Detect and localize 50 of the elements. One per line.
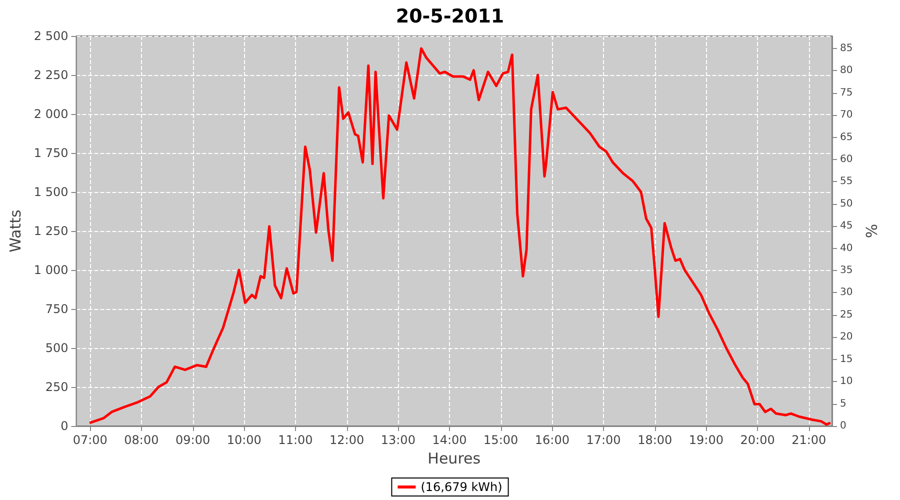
y-tick-label: 2 000 — [34, 107, 68, 121]
y2-tick-label: 10 — [840, 376, 853, 388]
y2-tick-label: 80 — [840, 65, 853, 76]
y-tick-label: 250 — [45, 380, 68, 394]
x-tick-label: 11:00 — [278, 433, 313, 447]
y2-tick-label: 60 — [840, 154, 853, 165]
y2-tick-label: 30 — [840, 287, 853, 298]
x-tick-label: 13:00 — [380, 433, 416, 447]
y2-tick-label: 50 — [840, 198, 853, 210]
x-tick-label: 09:00 — [176, 433, 210, 447]
x-tick-label: 19:00 — [688, 433, 724, 447]
x-axis-title: Heures — [428, 449, 481, 468]
y2-tick-label: 45 — [840, 220, 853, 232]
y2-tick-label: 0 — [840, 420, 846, 432]
x-tick-label: 14:00 — [432, 433, 467, 447]
y2-tick-label: 35 — [840, 265, 853, 276]
y-tick-label: 1 250 — [34, 224, 68, 238]
y2-tick-label: 25 — [840, 309, 853, 320]
y2-axis-title: % — [862, 224, 880, 238]
x-tick-label: 12:00 — [330, 433, 364, 447]
y-tick-label: 0 — [60, 419, 68, 433]
x-tick-label: 21:00 — [792, 433, 826, 447]
x-tick-label: 18:00 — [638, 433, 672, 447]
y2-tick-label: 70 — [840, 110, 853, 121]
y-tick-label: 2 250 — [34, 68, 68, 82]
x-tick-label: 08:00 — [124, 433, 159, 447]
y2-tick-label: 55 — [840, 176, 853, 188]
y2-tick-label: 65 — [840, 132, 853, 143]
x-tick-label: 20:00 — [740, 433, 775, 447]
y-tick-label: 500 — [45, 341, 68, 355]
y2-tick-label: 15 — [840, 354, 853, 365]
y-tick-label: 1 500 — [34, 185, 68, 199]
x-tick-label: 17:00 — [586, 433, 621, 447]
y2-tick-label: 75 — [840, 87, 853, 98]
chart-title: 20-5-2011 — [396, 6, 504, 28]
y2-tick-label: 5 — [840, 398, 846, 410]
x-tick-label: 07:00 — [72, 433, 108, 447]
y-axis-title: Watts — [6, 210, 24, 252]
line-series — [88, 47, 832, 426]
y-tick-label: 1 000 — [34, 263, 68, 277]
y-tick-label: 750 — [45, 302, 68, 316]
y-tick-label: 1 750 — [34, 146, 68, 160]
x-tick-label: 10:00 — [226, 433, 262, 447]
x-tick-label: 15:00 — [484, 433, 518, 447]
y2-tick-label: 85 — [840, 42, 853, 54]
y2-tick-label: 20 — [840, 332, 853, 343]
x-tick-label: 16:00 — [534, 433, 570, 447]
legend-label: (16,679 kWh) — [420, 480, 502, 494]
y-tick-label: 2 500 — [34, 29, 68, 43]
y2-tick-label: 40 — [840, 242, 853, 254]
